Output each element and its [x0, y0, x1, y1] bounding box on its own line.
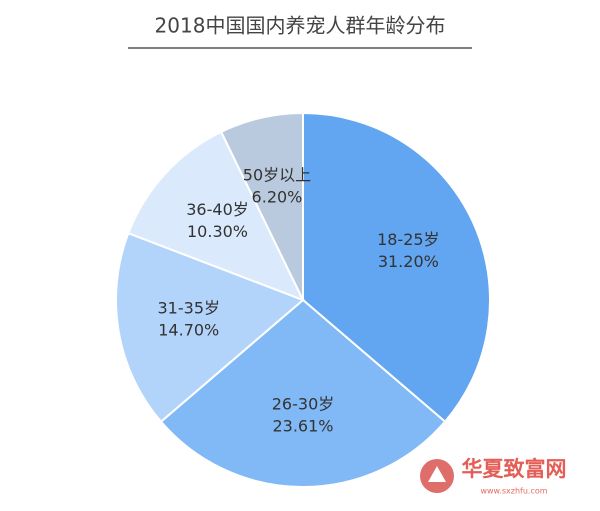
- value-label: 23.61%: [272, 416, 333, 435]
- pie-slice: [302, 111, 491, 424]
- slice-label: 18-25岁: [377, 230, 440, 249]
- pie-slice: [115, 231, 305, 424]
- slice-label: 50岁以上: [243, 166, 311, 185]
- value-label: 31.20%: [378, 252, 439, 271]
- value-label: 10.30%: [187, 222, 248, 241]
- value-label: 6.20%: [252, 188, 303, 207]
- pie-slice: [159, 298, 447, 488]
- watermark-icon-shape: [428, 466, 446, 482]
- pie-slice: [127, 130, 306, 302]
- watermark-name: 华夏致富网: [462, 457, 567, 481]
- slice-label: 31-35岁: [158, 298, 221, 317]
- chart-title: 2018中国国内养宠人群年龄分布: [155, 14, 446, 38]
- watermark-url: www.sxzhfu.com: [480, 487, 547, 496]
- watermark: 华夏致富网 www.sxzhfu.com: [420, 457, 567, 496]
- pie-slice: [219, 111, 304, 301]
- slice-label: 26-30岁: [272, 394, 335, 413]
- slice-label: 36-40岁: [186, 200, 249, 219]
- value-label: 14.70%: [158, 320, 219, 339]
